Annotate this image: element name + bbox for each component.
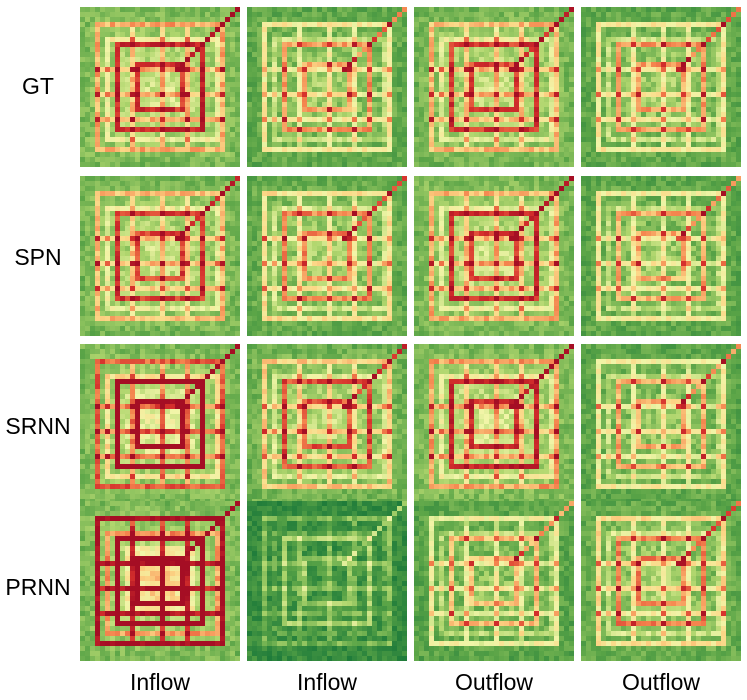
column-label-3: Outflow	[455, 669, 533, 695]
heatmap-panel-gt-2	[247, 7, 407, 167]
heatmap-panel-prnn-3	[414, 501, 574, 661]
heatmap-panel-srnn-1	[80, 344, 240, 504]
column-label-2: Inflow	[296, 669, 358, 695]
heatmap-panel-spn-3	[414, 176, 574, 336]
heatmap-panel-spn-4	[581, 176, 741, 336]
heatmap-panel-srnn-4	[581, 344, 741, 504]
heatmap-panel-gt-1	[80, 7, 240, 167]
row-label-prnn: PRNN	[5, 574, 71, 600]
row-label-srnn: SRNN	[5, 413, 71, 439]
row-label-spn: SPN	[14, 244, 62, 270]
heatmap-panel-gt-4	[581, 7, 741, 167]
column-label-1: Inflow	[129, 669, 191, 695]
heatmap-panel-gt-3	[414, 7, 574, 167]
heatmap-panel-spn-2	[247, 176, 407, 336]
heatmap-panel-prnn-2	[247, 501, 407, 661]
heatmap-panel-spn-1	[80, 176, 240, 336]
heatmap-panel-srnn-3	[414, 344, 574, 504]
row-label-gt: GT	[22, 73, 54, 99]
heatmap-panel-prnn-4	[581, 501, 741, 661]
heatmap-panel-prnn-1	[80, 501, 240, 661]
heatmap-panel-srnn-2	[247, 344, 407, 504]
column-label-4: Outflow	[622, 669, 700, 695]
